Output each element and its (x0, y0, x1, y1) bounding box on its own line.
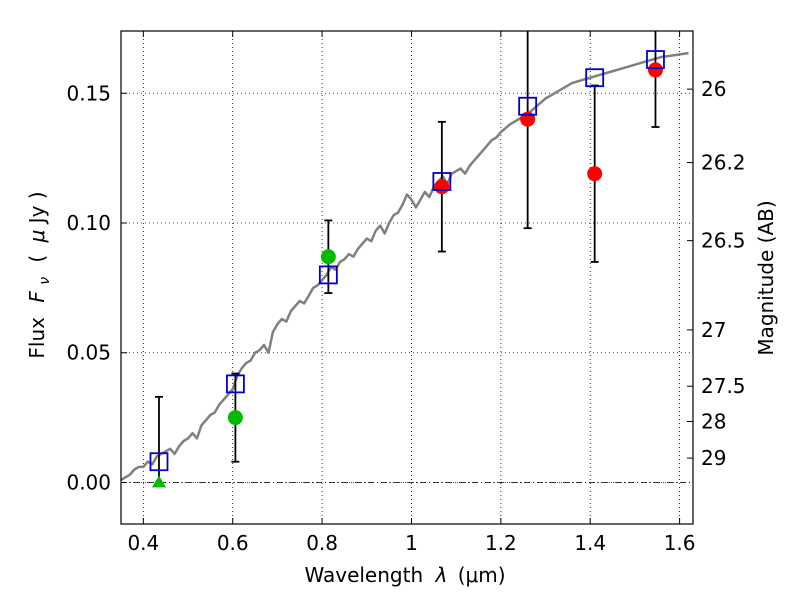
grid-lines (121, 31, 693, 524)
y-tick-label: 0.10 (66, 211, 111, 235)
model-photometry-square (432, 172, 452, 191)
mag-tick-label: 26.2 (701, 151, 746, 175)
model-layer (120, 51, 689, 481)
detection-point (434, 179, 450, 195)
x-axis-title: Wavelength λ (μm) (304, 563, 505, 587)
model-photometry-layer (149, 50, 665, 472)
model-photometry-square (585, 68, 605, 88)
y-tick-label: 0.00 (66, 470, 111, 494)
tick-layer: 0.4 0.6 0.8 1 1.2 1.4 1.6 0.00 0.05 0.10 0.15 26 26.… (66, 31, 746, 555)
y-axis-title: Flux F ν ( μ Jy ) (25, 191, 54, 358)
right-axis-title: Magnitude (AB) (754, 200, 778, 355)
model-photometry-square (149, 452, 169, 472)
model-photometry-square (318, 265, 338, 285)
model-photometry-square (518, 96, 538, 116)
y-tick-label: 0.05 (66, 341, 111, 365)
x-tick-label: 1 (405, 531, 418, 555)
upper-limit-marker (151, 475, 166, 488)
x-tick-label: 0.8 (306, 531, 338, 555)
mag-tick-label: 27.5 (701, 374, 746, 398)
detection-point (647, 62, 663, 78)
mag-tick-label: 26 (701, 77, 726, 101)
model-photometry-square (646, 50, 665, 69)
mag-tick-label: 26.5 (701, 229, 746, 253)
model-photometry-square (225, 374, 245, 394)
x-tick-label: 0.6 (217, 531, 249, 555)
x-tick-label: 1.2 (485, 531, 517, 555)
mag-tick-label: 28 (701, 410, 726, 434)
x-tick-label: 1.6 (664, 531, 696, 555)
detection-point (587, 166, 603, 182)
x-tick-label: 1.4 (574, 531, 606, 555)
point-layer (151, 62, 663, 488)
y-tick-label: 0.15 (66, 81, 111, 105)
x-tick-label: 0.4 (127, 531, 159, 555)
detection-point (320, 249, 336, 265)
plot-frame (120, 30, 694, 525)
model-sed-line (120, 51, 689, 481)
detection-point (227, 410, 243, 426)
mag-tick-label: 27 (701, 318, 726, 342)
mag-tick-label: 29 (701, 446, 726, 470)
